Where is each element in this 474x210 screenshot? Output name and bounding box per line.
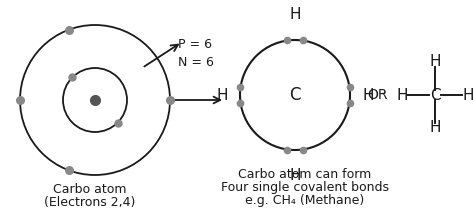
Text: C: C: [430, 88, 440, 102]
Text: H: H: [289, 168, 301, 183]
Text: H: H: [429, 121, 441, 135]
Text: H: H: [362, 88, 374, 102]
Text: Four single covalent bonds: Four single covalent bonds: [221, 181, 389, 194]
Text: (Electrons 2,4): (Electrons 2,4): [44, 196, 136, 209]
Text: H: H: [396, 88, 408, 102]
Text: P = 6
N = 6: P = 6 N = 6: [178, 38, 214, 69]
Text: H: H: [289, 7, 301, 22]
Text: H: H: [462, 88, 474, 102]
Text: H: H: [429, 55, 441, 70]
Text: e.g. CH₄ (Methane): e.g. CH₄ (Methane): [246, 194, 365, 207]
Text: Carbo atom can form: Carbo atom can form: [238, 168, 372, 181]
Text: Carbo atom: Carbo atom: [53, 183, 127, 196]
Text: C: C: [289, 86, 301, 104]
Text: H: H: [216, 88, 228, 102]
Text: OR: OR: [368, 88, 388, 102]
